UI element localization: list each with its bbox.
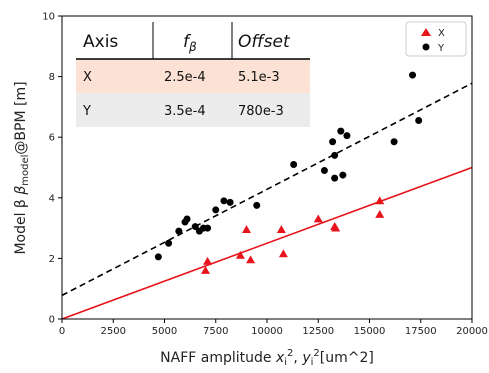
point-y-12: [253, 201, 261, 209]
legend-marker-x: [421, 28, 431, 36]
legend: X Y: [405, 21, 467, 57]
table-header-axis: Axis: [83, 32, 118, 52]
point-y-15: [329, 138, 337, 146]
point-x-3: [242, 225, 251, 233]
table-cell-f-y: 3.5e-4: [164, 104, 206, 119]
x-tick-label-20000: 20000: [456, 326, 488, 337]
point-y-10: [220, 197, 228, 205]
y-tick-label-8: 8: [49, 72, 55, 83]
point-x-1: [203, 256, 213, 265]
x-tick-label-0: 0: [59, 326, 65, 337]
table-header-offset: Offset: [238, 32, 291, 52]
point-y-9: [212, 206, 220, 214]
y-tick-label-2: 2: [49, 254, 55, 265]
table-cell-axis-x: X: [83, 70, 92, 85]
point-y-17: [331, 174, 339, 182]
point-y-11: [226, 198, 234, 206]
tick-labels: 0 2500 5000 7500 10000 12500 15000 17500 20000 0 2…: [42, 12, 488, 338]
point-x-11: [375, 209, 385, 218]
point-x-4: [246, 255, 256, 264]
point-y-18: [337, 127, 345, 135]
y-tick-label-6: 6: [49, 133, 55, 144]
point-x-7: [313, 214, 323, 223]
fit-line-y: [61, 82, 473, 297]
point-x-9: [331, 223, 341, 232]
data-points: [154, 71, 423, 274]
point-x-6: [278, 249, 288, 258]
point-y-4: [183, 215, 191, 223]
x-tick-label-10000: 10000: [251, 326, 283, 337]
point-x-10: [375, 196, 385, 205]
x-tick-label-12500: 12500: [302, 326, 334, 337]
plot-frame: [61, 15, 473, 320]
table-row-y-bg: [76, 93, 310, 127]
point-x-5: [276, 225, 286, 233]
fit-line-x: [61, 166, 473, 320]
x-axis-label: NAFF amplitude xi2, yi2[um^2]: [160, 348, 374, 368]
legend-label-y: Y: [437, 43, 445, 54]
point-y-8: [204, 224, 212, 232]
axes: [58, 15, 473, 323]
point-y-0: [154, 253, 162, 261]
point-y-16: [331, 151, 339, 159]
table-cell-f-x: 2.5e-4: [164, 70, 206, 85]
legend-label-x: X: [438, 28, 445, 39]
x-tick-label-15000: 15000: [354, 326, 386, 337]
point-y-2: [175, 227, 183, 235]
point-y-23: [415, 117, 423, 125]
point-x-0: [201, 266, 210, 274]
legend-box: [405, 21, 467, 57]
x-tick-label-5000: 5000: [152, 326, 177, 337]
table-cell-axis-y: Y: [82, 104, 91, 119]
point-x-2: [235, 250, 245, 259]
y-tick-label-10: 10: [42, 12, 55, 23]
point-y-19: [339, 171, 347, 179]
x-tick-label-17500: 17500: [405, 326, 437, 337]
point-y-22: [409, 71, 417, 79]
legend-marker-y: [422, 43, 430, 51]
x-tick-label-7500: 7500: [203, 326, 228, 337]
point-y-21: [390, 138, 398, 146]
point-y-5: [191, 223, 199, 231]
fit-table: Axis fβ Offset X 2.5e-4 5.1e-3 Y 3.5e-4 …: [76, 22, 310, 127]
point-y-13: [290, 160, 298, 168]
table-row-x-bg: [76, 59, 310, 93]
y-tick-label-4: 4: [49, 193, 55, 204]
y-tick-label-0: 0: [49, 315, 55, 326]
table-cell-offset-x: 5.1e-3: [238, 70, 280, 85]
point-y-20: [343, 132, 351, 140]
x-tick-label-2500: 2500: [101, 326, 126, 337]
table-header-f: fβ: [183, 32, 197, 54]
table-cell-offset-y: 780e-3: [238, 104, 284, 119]
fit-lines: [61, 82, 473, 320]
point-y-14: [320, 167, 328, 175]
point-y-1: [165, 239, 173, 247]
y-axis-label: Model β βmodel@BPM [m]: [13, 81, 31, 254]
